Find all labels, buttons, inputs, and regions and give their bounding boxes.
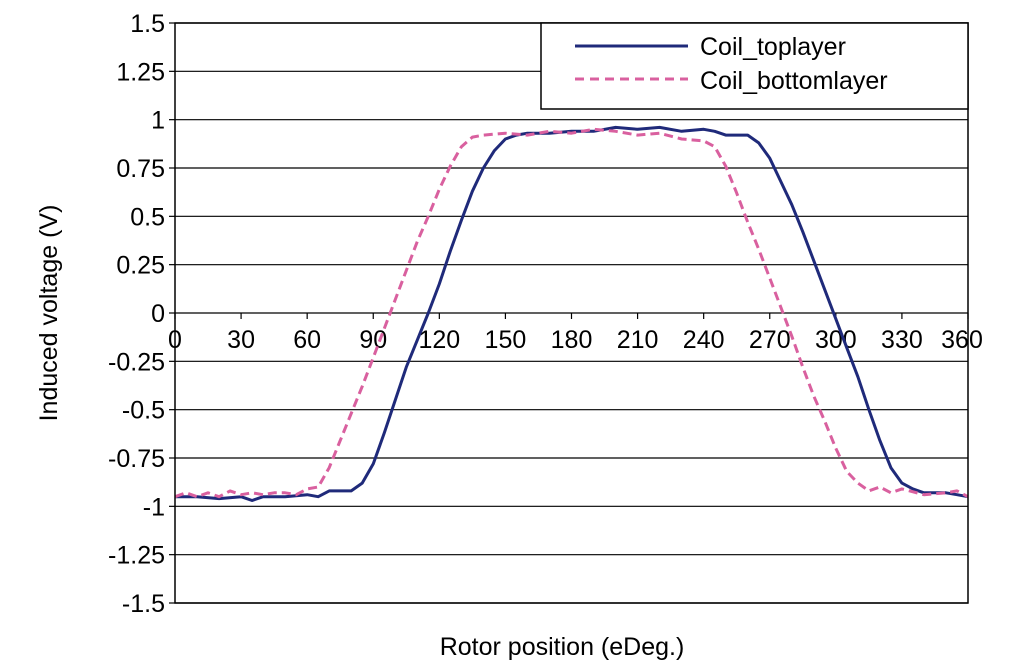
- legend-box: [540, 22, 969, 110]
- x-tick-label: 360: [941, 326, 983, 354]
- y-tick-label: 1: [151, 107, 165, 135]
- y-tick-label: 0.25: [116, 252, 165, 280]
- gridlines: [169, 22, 969, 604]
- x-tick-label: 300: [815, 326, 857, 354]
- series-line-coil-bottomlayer: [174, 127, 969, 499]
- y-tick-label: -0.5: [122, 397, 165, 425]
- x-tick-label: 270: [749, 326, 791, 354]
- y-tick-label: -0.75: [108, 445, 165, 473]
- y-tick-label: 0: [151, 300, 165, 328]
- x-tick-label: 330: [881, 326, 923, 354]
- legend-label-coil-bottomlayer: Coil_bottomlayer: [700, 67, 888, 95]
- x-tick-label: 180: [551, 326, 593, 354]
- y-tick-label: 0.5: [130, 203, 165, 231]
- y-tick-label: -1: [143, 493, 165, 521]
- legend-label-coil-toplayer: Coil_toplayer: [700, 33, 846, 61]
- x-tick-label: 60: [293, 326, 321, 354]
- legend: Coil_toplayer Coil_bottomlayer: [540, 22, 969, 110]
- y-tick-label: 1.5: [130, 10, 165, 38]
- y-tick-label: -1.25: [108, 542, 165, 570]
- x-axis-title: Rotor position (eDeg.): [440, 633, 685, 660]
- x-tick-label: 90: [359, 326, 387, 354]
- y-tick-label: 1.25: [116, 58, 165, 86]
- y-tick-labels: 1.5 1.25 1 0.75 0.5 0.25 0 -0.25 -0.5 -0.75 -1 -1.2…: [108, 10, 165, 618]
- x-tick-label: 150: [485, 326, 527, 354]
- series-lines: [174, 125, 969, 502]
- series-line-coil-toplayer: [175, 125, 969, 502]
- x-tick-label: 210: [617, 326, 659, 354]
- y-tick-label: 0.75: [116, 155, 165, 183]
- x-tick-label: 30: [227, 326, 255, 354]
- x-tick-label: 240: [683, 326, 725, 354]
- y-tick-label: -0.25: [108, 348, 165, 376]
- y-tick-label: -1.5: [122, 590, 165, 618]
- x-tick-labels: 0 30 60 90 120 150 180 210 240 270 300 330 360: [168, 326, 983, 354]
- y-axis-title: Induced voltage (V): [35, 205, 63, 422]
- x-tick-label: 120: [418, 326, 460, 354]
